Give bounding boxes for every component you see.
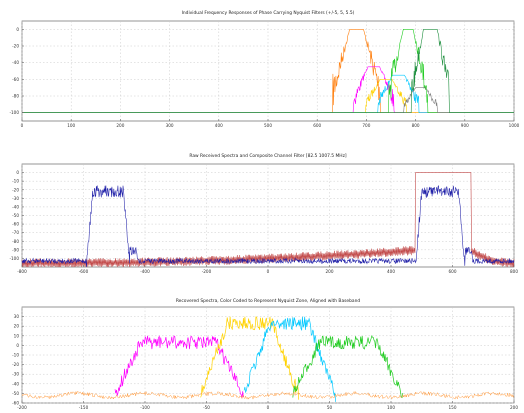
chart-3-x-tick-label: -200 — [17, 405, 27, 410]
chart-2-y-tick-label: -70 — [12, 230, 19, 235]
chart-3-x-tick-label: -50 — [203, 405, 210, 410]
chart-1-y-tick-label: -60 — [12, 77, 19, 82]
chart-2-raw-spectrum — [21, 185, 514, 268]
chart-1-x-tick-label: 1000 — [509, 123, 520, 128]
chart-3-y-tick-label: -30 — [12, 372, 19, 377]
chart-1-y-tick-label: -20 — [12, 44, 19, 49]
subplot-2: Raw Received Spectra and Composite Chann… — [9, 153, 518, 274]
chart-2-y-tick-label: -50 — [12, 213, 19, 218]
chart-1-y-tick-label: -40 — [12, 60, 19, 65]
chart-1-x-tick-label: 500 — [264, 123, 272, 128]
chart-1-x-tick-label: 600 — [313, 123, 321, 128]
chart-1-y-tick-label: -80 — [12, 94, 19, 99]
chart-2-x-tick-label: 800 — [510, 269, 518, 274]
chart-3-y-tick-label: 20 — [14, 324, 20, 329]
chart-3-x-tick-label: -100 — [140, 405, 150, 410]
chart-2-title: Raw Received Spectra and Composite Chann… — [189, 153, 347, 159]
subplot-3: Recovered Spectra, Color Coded to Repres… — [12, 298, 518, 410]
chart-3-x-tick-label: -150 — [79, 405, 89, 410]
chart-2-composite-filter — [21, 172, 515, 268]
chart-2-x-tick-label: -400 — [140, 269, 150, 274]
chart-3-x-tick-label: 100 — [387, 405, 395, 410]
chart-2-y-tick-label: -30 — [12, 196, 19, 201]
chart-3-y-tick-label: 30 — [14, 314, 20, 319]
chart-2-y-tick-label: 0 — [16, 170, 19, 175]
chart-3-x-tick-label: 150 — [449, 405, 457, 410]
chart-3-y-tick-label: 0 — [16, 343, 19, 348]
chart-1-title: Individual Frequency Responses of Phase … — [182, 10, 355, 16]
chart-3-x-tick-label: 0 — [267, 405, 270, 410]
chart-2-x-tick-label: 600 — [449, 269, 457, 274]
chart-2-y-tick-label: -60 — [12, 222, 19, 227]
chart-3-y-tick-label: -20 — [12, 362, 19, 367]
chart-1-x-tick-label: 700 — [362, 123, 370, 128]
chart-1-series-7 — [22, 29, 514, 113]
chart-3-series-4 — [292, 335, 404, 399]
chart-1-x-tick-label: 300 — [166, 123, 174, 128]
chart-1-y-tick-label: 0 — [16, 27, 19, 32]
chart-2-x-tick-label: 0 — [267, 269, 270, 274]
chart-1-x-tick-label: 400 — [215, 123, 223, 128]
chart-2-x-tick-label: -600 — [79, 269, 89, 274]
chart-1-x-tick-label: 0 — [21, 123, 24, 128]
chart-2-y-tick-label: -40 — [12, 204, 19, 209]
chart-3-series-3 — [243, 316, 336, 402]
chart-3-x-tick-label: 200 — [510, 405, 518, 410]
subplot-1: Individual Frequency Responses of Phase … — [9, 10, 519, 128]
chart-2-x-tick-label: -800 — [17, 269, 27, 274]
chart-3-series-2 — [200, 316, 300, 400]
chart-2-y-tick-label: -20 — [12, 187, 19, 192]
chart-1-x-tick-label: 800 — [412, 123, 420, 128]
chart-2-x-tick-label: -200 — [202, 269, 212, 274]
chart-2-y-tick-label: -100 — [9, 256, 19, 261]
chart-1-x-tick-label: 900 — [461, 123, 469, 128]
chart-3-title: Recovered Spectra, Color Coded to Repres… — [176, 298, 361, 304]
chart-3-y-tick-label: 10 — [14, 333, 20, 338]
chart-2-y-tick-label: -90 — [12, 247, 19, 252]
chart-3-x-tick-label: 50 — [327, 405, 333, 410]
chart-2-y-tick-label: -80 — [12, 239, 19, 244]
chart-2-x-tick-label: 200 — [326, 269, 334, 274]
chart-3-y-tick-label: -10 — [12, 353, 19, 358]
chart-1-x-tick-label: 100 — [67, 123, 75, 128]
chart-2-y-tick-label: -10 — [12, 179, 19, 184]
chart-1-x-tick-label: 200 — [116, 123, 124, 128]
chart-3-series-1 — [114, 335, 244, 399]
chart-3-y-tick-label: -50 — [12, 391, 19, 396]
chart-3-y-tick-label: -40 — [12, 381, 19, 386]
chart-1-y-tick-label: -100 — [9, 110, 19, 115]
chart-3-y-tick-label: -60 — [12, 401, 19, 406]
chart-2-x-tick-label: 400 — [387, 269, 395, 274]
chart-3-series-5 — [21, 390, 514, 400]
